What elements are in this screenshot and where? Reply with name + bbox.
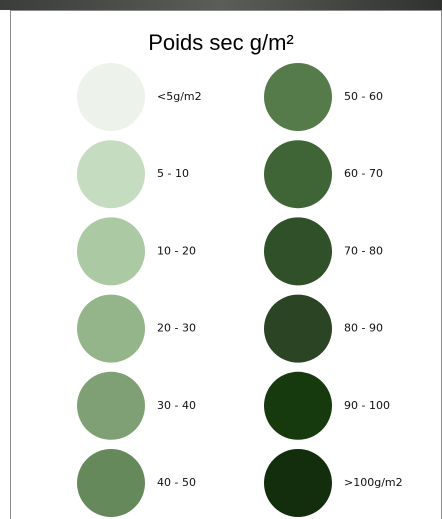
legend-label: 70 - 80 <box>344 244 383 257</box>
map-strip <box>0 0 442 10</box>
legend-label: 30 - 40 <box>157 399 196 412</box>
legend-label: 40 - 50 <box>157 476 196 489</box>
legend-label: >100g/m2 <box>344 476 403 489</box>
legend-panel <box>10 10 442 519</box>
margin <box>0 10 10 519</box>
legend-label: 90 - 100 <box>344 399 390 412</box>
legend-items: <5g/m2 5 - 10 10 - 20 20 - 30 30 - 40 40 - 50… <box>77 63 403 517</box>
legend-swatch <box>77 371 145 440</box>
legend-swatch <box>77 294 145 363</box>
legend-label: 60 - 70 <box>344 167 383 180</box>
legend-swatch <box>264 63 332 131</box>
legend-label: 80 - 90 <box>344 322 383 335</box>
legend-swatch <box>264 140 332 209</box>
legend-swatch <box>264 217 332 286</box>
legend-swatch <box>77 63 145 131</box>
legend-swatch <box>77 217 145 286</box>
legend-label: 20 - 30 <box>157 322 196 335</box>
legend-label: 5 - 10 <box>157 167 189 180</box>
legend-swatch <box>77 140 145 209</box>
legend-label: 50 - 60 <box>344 90 383 103</box>
legend-swatch <box>264 294 332 363</box>
legend-label: 10 - 20 <box>157 244 196 257</box>
legend-title: Poids sec g/m² <box>148 30 294 55</box>
legend-swatch <box>264 371 332 440</box>
legend-swatch <box>77 449 145 517</box>
legend-swatch <box>264 449 332 517</box>
legend-label: <5g/m2 <box>157 90 202 103</box>
